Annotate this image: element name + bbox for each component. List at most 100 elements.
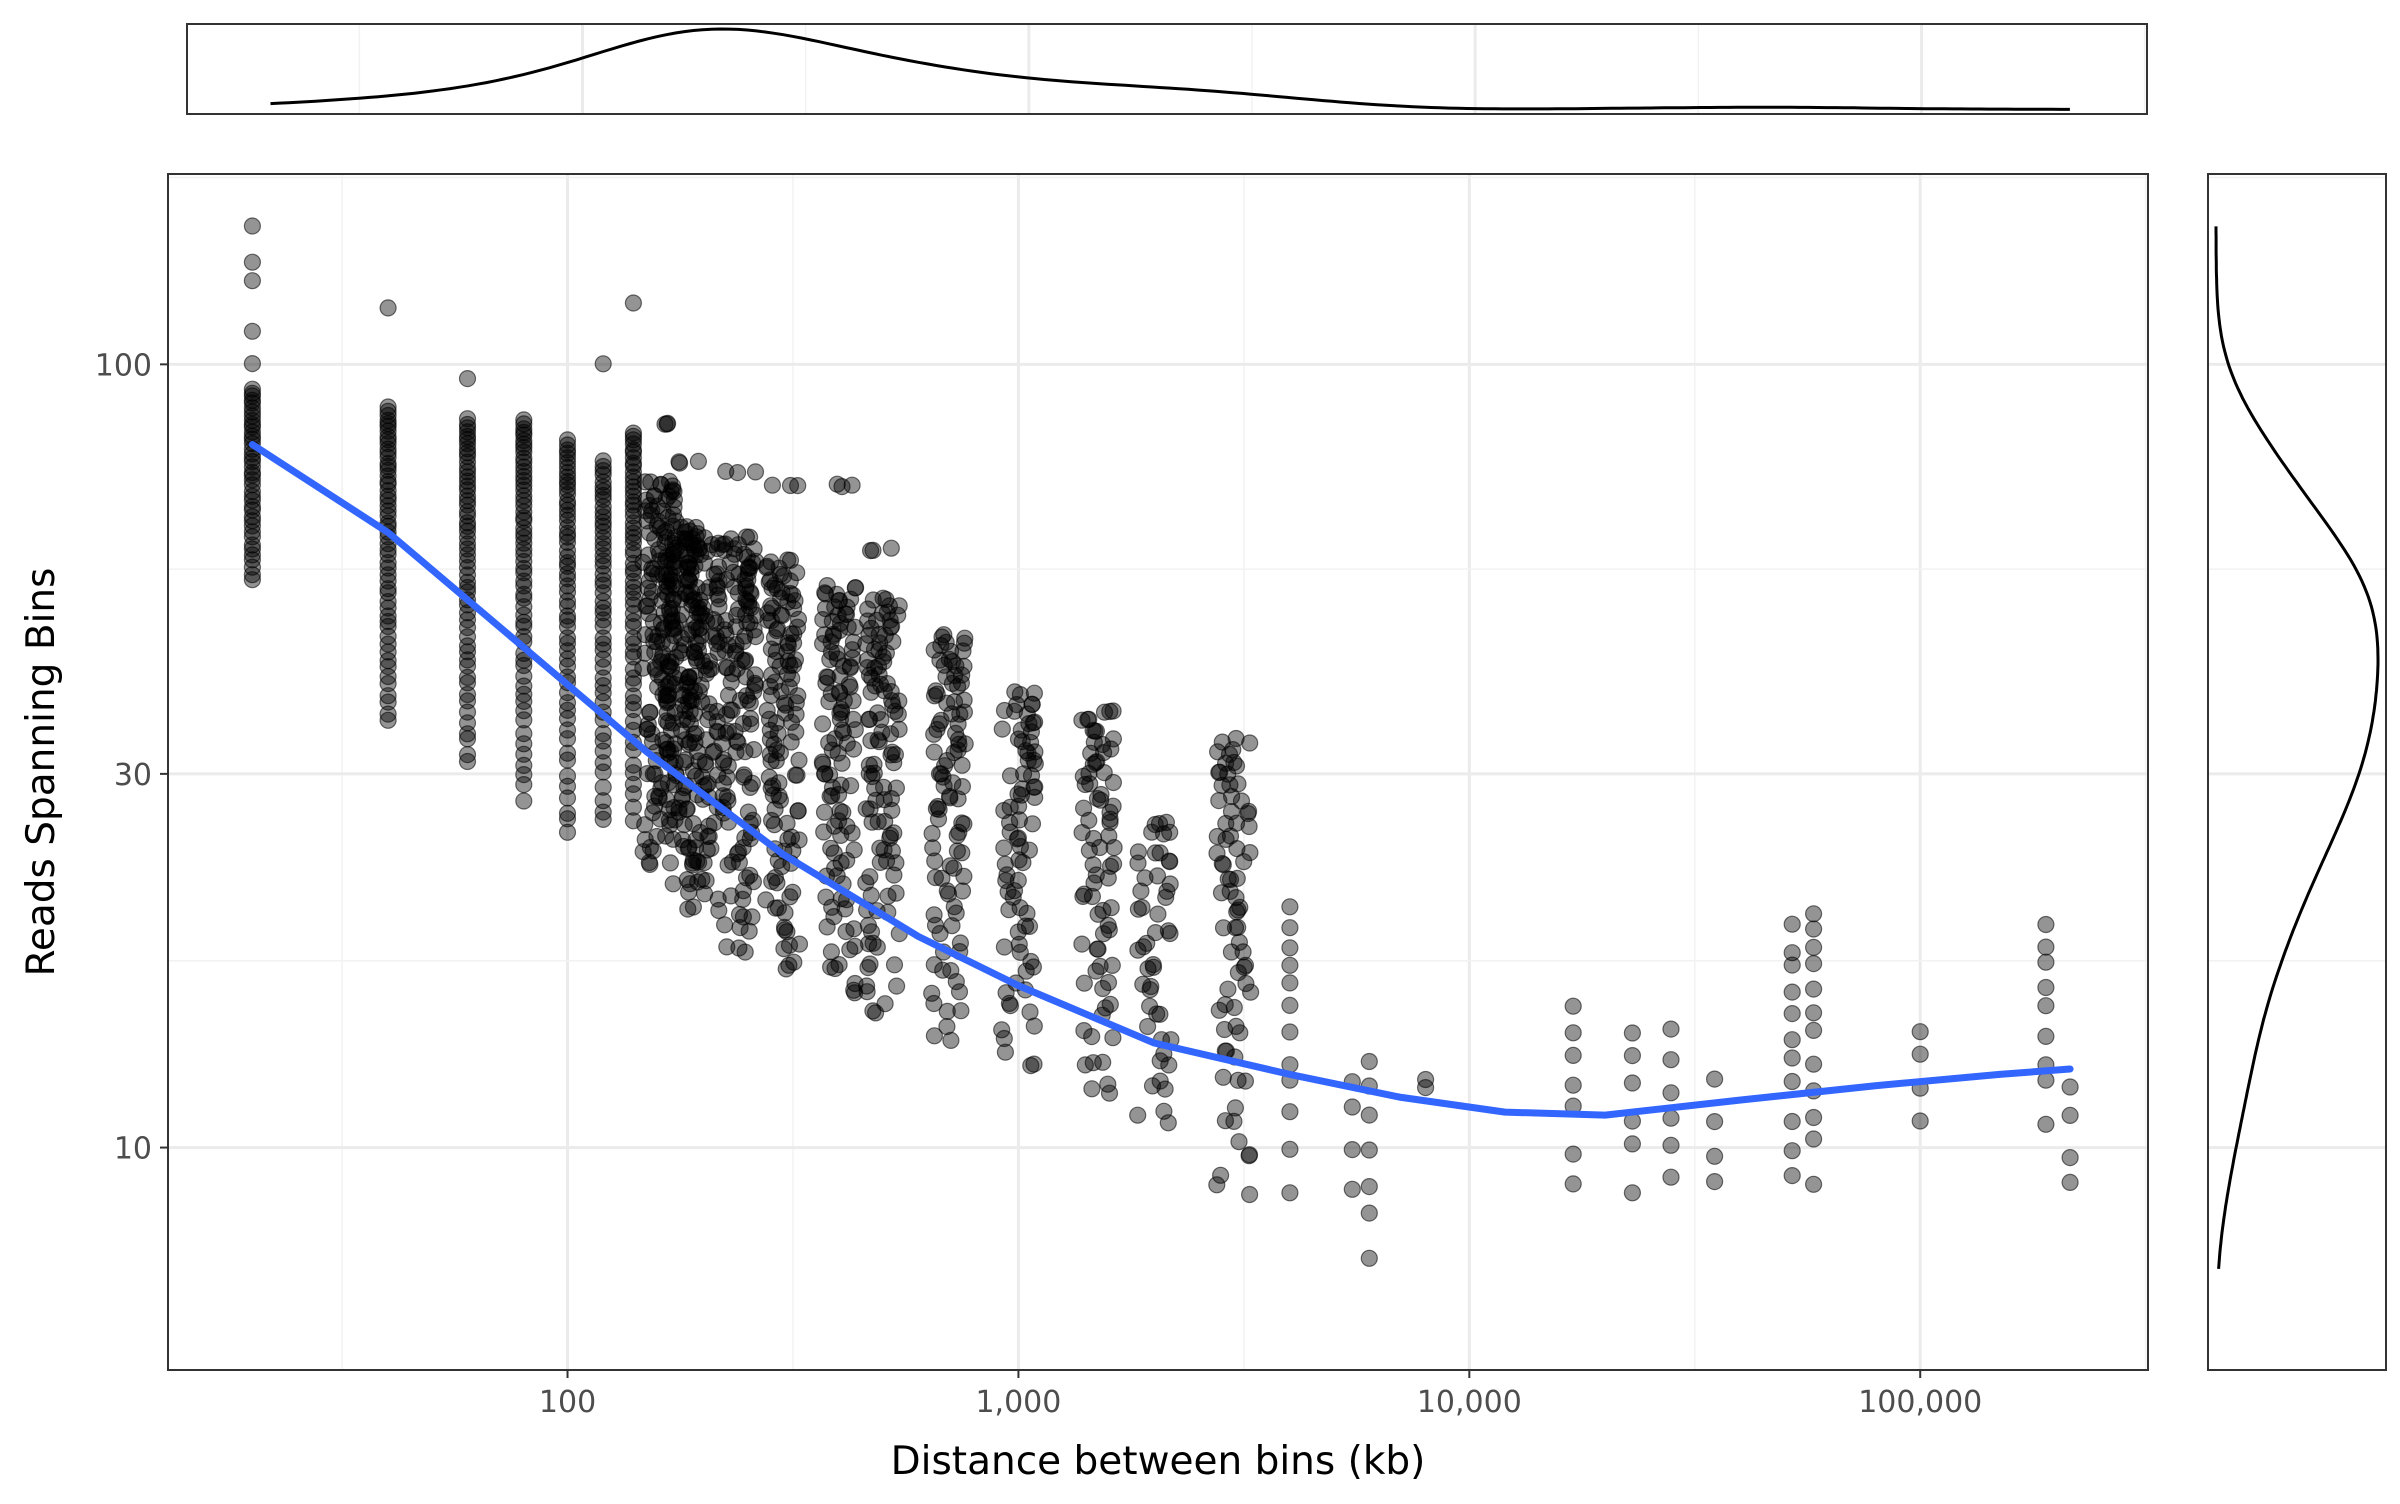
scatter-point [684,898,703,916]
scatter-point [925,1027,944,1045]
scatter-point [717,612,735,630]
scatter-point [379,693,397,711]
scatter-point [1623,1046,1642,1065]
scatter-point [740,528,759,546]
scatter-point [1227,729,1245,748]
scatter-point [379,599,397,617]
scatter-point [1662,1136,1680,1154]
scatter-point [993,1021,1011,1039]
scatter-point [1229,918,1247,937]
scatter-point [243,449,261,467]
scatter-point [594,684,612,702]
scatter-point [379,674,397,693]
scatter-point [243,272,261,290]
scatter-point [1281,1103,1299,1121]
scatter-point [1016,917,1035,935]
scatter-point [1101,813,1119,832]
main-panel-grid [168,174,2148,1370]
scatter-point [1662,1084,1680,1102]
top-panel-border [186,23,2148,115]
scatter-point [640,703,659,722]
scatter-point [1281,956,1299,974]
scatter-point [558,694,577,712]
scatter-point [1146,815,1164,834]
scatter-point [923,824,941,843]
scatter-point [1228,869,1246,888]
scatter-point [458,487,477,505]
scatter-point [1281,939,1299,957]
scatter-point [1234,943,1252,961]
scatter-point [379,435,397,453]
scatter-point [379,559,397,577]
scatter-point [1360,1249,1378,1267]
scatter-point [814,755,832,773]
scatter-point [741,866,759,884]
scatter-point [1129,941,1147,959]
scatter-point [379,440,397,458]
y-tick-label: 30 [114,758,152,793]
scatter-point [379,411,397,429]
scatter-point [1214,1068,1232,1086]
scatter-point [1231,1024,1249,1042]
scatter-point [1783,956,1801,974]
x-axis-title: Distance between bins (kb) [891,1439,1426,1484]
scatter-point [558,777,577,795]
scatter-point [1129,843,1148,861]
scatter-point [2061,1148,2079,1167]
scatter-point [947,904,965,922]
scatter-point [1159,1114,1177,1132]
scatter-point [679,839,697,858]
scatter-point [243,571,261,589]
scatter-point [1360,1141,1378,1159]
scatter-point [931,924,949,943]
scatter-point [558,511,577,530]
scatter-point [1240,1147,1258,1165]
scatter-point [1241,983,1260,1001]
scatter-point [624,564,643,582]
scatter-point [1084,856,1102,874]
scatter-point [846,937,864,955]
scatter-point [558,810,577,828]
scatter-point [658,740,677,759]
scatter-point [1010,811,1029,829]
scatter-point [1101,995,1119,1013]
right-marginal-density-panel [2207,173,2387,1371]
scatter-point [558,583,577,601]
right-panel-grid [2208,176,2386,1150]
scatter-point [858,983,876,1001]
scatter-point [887,884,905,902]
scatter-point [874,589,892,607]
scatter-point [1281,1140,1299,1158]
scatter-point [996,1043,1015,1061]
scatter-point [1075,1021,1093,1040]
scatter-point [639,546,658,564]
scatter-point [1023,815,1042,833]
scatter-point [660,472,679,490]
scatter-point [736,943,754,961]
scatter-point [1281,996,1299,1015]
scatter-point [1212,884,1231,902]
scatter-point [243,322,261,340]
scatter-point [1343,1140,1361,1159]
scatter-point [558,518,577,537]
scatter-point [700,578,718,597]
scatter-point [719,757,737,775]
scatter-point [515,534,533,552]
scatter-point [775,918,794,937]
scatter-point [831,802,849,820]
scatter-point [929,797,947,816]
scatter-point [1343,1098,1361,1116]
scatter-point [515,552,533,571]
scatter-point [846,579,864,597]
scatter-point [733,651,751,669]
y-axis-title: Reads Spanning Bins [19,568,64,977]
scatter-point [243,384,261,402]
scatter-point [1026,743,1044,761]
scatter-point [1623,1135,1642,1153]
scatter-point [1208,1176,1226,1194]
scatter-point [926,852,944,870]
scatter-point [379,402,397,420]
x-tick-label: 10,000 [1417,1385,1522,1420]
scatter-point [1623,1024,1642,1042]
scatter-point [1079,710,1097,729]
